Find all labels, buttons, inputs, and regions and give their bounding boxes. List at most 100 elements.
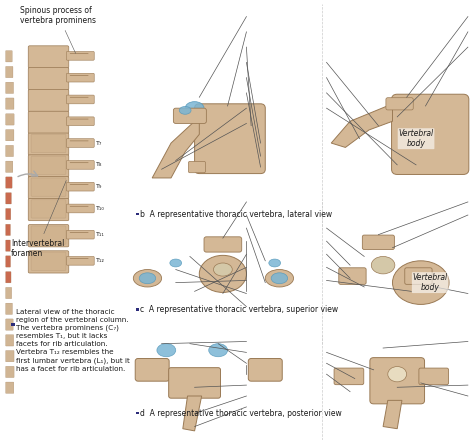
Ellipse shape: [157, 344, 176, 357]
FancyBboxPatch shape: [66, 73, 94, 82]
FancyBboxPatch shape: [405, 268, 432, 284]
Ellipse shape: [199, 255, 246, 292]
FancyBboxPatch shape: [28, 46, 69, 68]
FancyBboxPatch shape: [6, 114, 14, 125]
Ellipse shape: [209, 344, 228, 357]
Bar: [136, 308, 138, 311]
FancyBboxPatch shape: [28, 90, 69, 112]
Polygon shape: [383, 400, 402, 429]
FancyBboxPatch shape: [173, 108, 206, 123]
FancyBboxPatch shape: [189, 161, 205, 173]
FancyBboxPatch shape: [339, 268, 366, 284]
FancyBboxPatch shape: [66, 204, 94, 213]
Ellipse shape: [388, 366, 407, 382]
FancyBboxPatch shape: [6, 351, 14, 362]
Ellipse shape: [170, 259, 182, 267]
FancyBboxPatch shape: [135, 359, 169, 381]
FancyBboxPatch shape: [6, 145, 13, 157]
Ellipse shape: [271, 273, 288, 284]
FancyBboxPatch shape: [28, 67, 69, 90]
FancyBboxPatch shape: [6, 98, 14, 109]
Bar: [136, 213, 138, 216]
Text: Intervertebral
foramen: Intervertebral foramen: [11, 180, 66, 258]
FancyBboxPatch shape: [204, 237, 242, 252]
FancyBboxPatch shape: [66, 257, 94, 265]
FancyBboxPatch shape: [370, 358, 425, 404]
FancyBboxPatch shape: [392, 94, 469, 175]
FancyBboxPatch shape: [28, 224, 69, 247]
FancyBboxPatch shape: [6, 224, 10, 235]
FancyBboxPatch shape: [195, 104, 265, 174]
FancyBboxPatch shape: [28, 155, 69, 177]
FancyBboxPatch shape: [6, 382, 14, 393]
FancyBboxPatch shape: [28, 177, 69, 199]
Text: T₁₀: T₁₀: [96, 206, 104, 211]
FancyBboxPatch shape: [28, 133, 69, 155]
FancyBboxPatch shape: [6, 256, 10, 267]
Polygon shape: [331, 104, 392, 147]
FancyBboxPatch shape: [419, 368, 448, 385]
FancyBboxPatch shape: [6, 319, 13, 330]
Text: Spinous process of
vertebra prominens: Spinous process of vertebra prominens: [20, 6, 96, 53]
Text: T₈: T₈: [96, 162, 102, 168]
Ellipse shape: [265, 269, 293, 287]
FancyBboxPatch shape: [386, 98, 413, 110]
Ellipse shape: [185, 101, 204, 115]
FancyBboxPatch shape: [6, 366, 14, 377]
Text: Vertebral
body: Vertebral body: [399, 129, 434, 149]
FancyBboxPatch shape: [31, 135, 66, 153]
Text: T₁₁: T₁₁: [96, 232, 104, 237]
Text: T₉: T₉: [96, 184, 102, 189]
Text: T₁₂: T₁₂: [96, 258, 104, 263]
FancyBboxPatch shape: [28, 111, 69, 134]
Text: Lateral view of the thoracic
region of the vertebral column.
The vertebra promin: Lateral view of the thoracic region of t…: [17, 309, 130, 372]
Bar: [136, 412, 138, 414]
FancyBboxPatch shape: [31, 226, 66, 244]
FancyBboxPatch shape: [31, 156, 66, 175]
Ellipse shape: [179, 106, 191, 114]
Ellipse shape: [392, 261, 449, 304]
FancyBboxPatch shape: [66, 182, 94, 191]
Ellipse shape: [371, 257, 395, 274]
FancyBboxPatch shape: [6, 335, 14, 346]
FancyBboxPatch shape: [31, 178, 66, 196]
FancyBboxPatch shape: [6, 51, 12, 62]
FancyBboxPatch shape: [28, 251, 69, 273]
Text: Vertebral
body: Vertebral body: [413, 273, 448, 292]
FancyBboxPatch shape: [6, 67, 13, 78]
Ellipse shape: [133, 269, 162, 287]
Ellipse shape: [213, 263, 232, 276]
FancyBboxPatch shape: [66, 52, 94, 60]
FancyBboxPatch shape: [6, 288, 12, 299]
FancyBboxPatch shape: [6, 177, 12, 188]
FancyBboxPatch shape: [362, 235, 394, 250]
FancyBboxPatch shape: [6, 209, 11, 220]
FancyBboxPatch shape: [6, 303, 12, 314]
FancyBboxPatch shape: [6, 82, 14, 93]
FancyBboxPatch shape: [31, 200, 66, 218]
FancyBboxPatch shape: [31, 252, 66, 270]
Text: b  A representative thoracic vertebra, lateral view: b A representative thoracic vertebra, la…: [140, 209, 333, 219]
Text: T₇: T₇: [96, 141, 102, 146]
FancyBboxPatch shape: [28, 198, 69, 220]
FancyBboxPatch shape: [66, 230, 94, 239]
FancyBboxPatch shape: [6, 130, 14, 141]
FancyBboxPatch shape: [6, 161, 13, 172]
FancyBboxPatch shape: [6, 193, 11, 204]
Polygon shape: [152, 117, 199, 178]
Ellipse shape: [269, 259, 281, 267]
FancyBboxPatch shape: [66, 161, 94, 169]
Bar: [11, 323, 15, 326]
FancyBboxPatch shape: [6, 240, 10, 251]
FancyBboxPatch shape: [169, 368, 220, 398]
Text: c  A representative thoracic vertebra, superior view: c A representative thoracic vertebra, su…: [140, 305, 338, 314]
Ellipse shape: [139, 273, 156, 284]
FancyBboxPatch shape: [248, 359, 282, 381]
FancyBboxPatch shape: [66, 139, 94, 147]
Polygon shape: [183, 396, 201, 431]
FancyBboxPatch shape: [66, 95, 94, 104]
Text: d  A representative thoracic vertebra, posterior view: d A representative thoracic vertebra, po…: [140, 408, 342, 418]
FancyBboxPatch shape: [6, 272, 11, 283]
FancyBboxPatch shape: [66, 117, 94, 126]
FancyBboxPatch shape: [334, 368, 364, 385]
